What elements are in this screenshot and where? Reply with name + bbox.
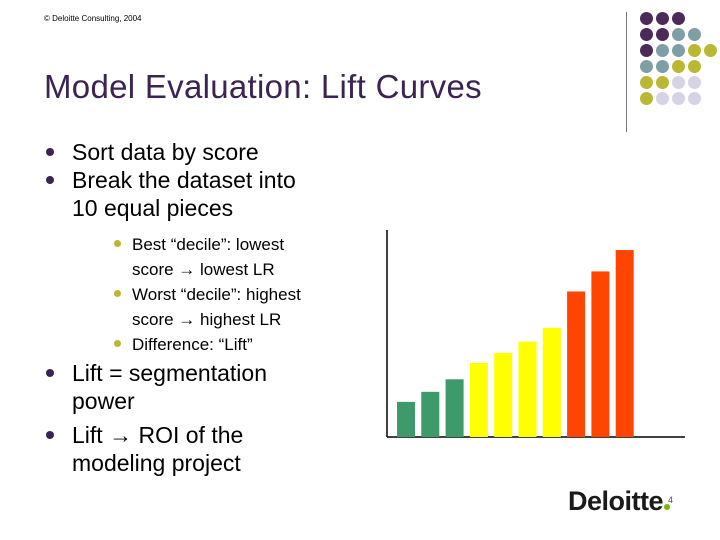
decorative-dot [672,12,685,25]
bullet-break-line1: Break the dataset into [72,167,296,193]
bullet-roi-line2: modeling project [72,450,241,476]
logo-text: Deloitte [568,486,664,516]
decorative-dot [656,12,669,25]
decorative-dot [640,92,653,105]
bullet-lift-roi: Lift → ROI of the modeling project [44,421,364,477]
decorative-dot [640,12,653,25]
subbullet-dot-icon [114,290,121,297]
decorative-dot [688,92,701,105]
deloitte-logo: Deloitte [568,486,671,517]
bullet-dot-icon [46,148,54,156]
decorative-dot [704,44,717,57]
bar-decile-10 [615,250,634,437]
decorative-dot [688,60,701,73]
slide-title: Model Evaluation: Lift Curves [44,68,482,105]
subbullet-best-line2: score → lowest LR [132,260,275,279]
bullet-dot-icon [46,176,54,184]
header-divider [626,12,627,132]
bar-decile-9 [591,271,610,437]
bar-decile-6 [518,341,537,437]
bullet-break: Break the dataset into 10 equal pieces [44,166,364,222]
decorative-dot [672,60,685,73]
bullet-lift-segmentation: Lift = segmentation power [44,359,364,415]
bar-decile-3 [445,379,464,437]
bar-decile-8 [567,291,586,437]
decorative-dot [672,92,685,105]
bar-decile-1 [397,401,415,437]
subbullet-difference-text: Difference: “Lift” [132,335,253,354]
bullet-sort-text: Sort data by score [72,139,259,165]
decorative-dot [656,44,669,57]
decorative-dot [688,28,701,41]
subbullet-worst-line1: Worst “decile”: highest [132,285,301,304]
bar-decile-5 [494,352,513,437]
decorative-dot [640,44,653,57]
bullet-roi-line1: Lift → ROI of the [72,422,244,448]
copyright-text: © Deloitte Consulting, 2004 [44,14,142,23]
subbullet-best-decile: Best “decile”: lowest score → lowest LR [44,232,364,282]
bullet-dot-icon [46,431,54,439]
decorative-dot [672,28,685,41]
bullet-sort: Sort data by score [44,138,364,166]
decorative-dot [656,60,669,73]
subbullet-worst-decile: Worst “decile”: highest score → highest … [44,282,364,332]
decorative-dot [656,76,669,89]
lift-bar-chart [386,230,685,438]
decorative-dot [640,76,653,89]
logo-green-dot-icon [664,504,671,510]
decorative-dot [672,44,685,57]
subbullet-worst-line2: score → highest LR [132,310,282,329]
bar-decile-7 [542,327,561,437]
decorative-dot [688,76,701,89]
subbullet-dot-icon [114,340,121,347]
bullet-lift-line1: Lift = segmentation [72,360,267,386]
decorative-dot [656,92,669,105]
subbullet-difference: Difference: “Lift” [44,332,364,357]
decorative-dot [640,60,653,73]
page-number: 4 [668,495,674,505]
decorative-dot [688,44,701,57]
subbullet-best-line1: Best “decile”: lowest [132,235,285,254]
decorative-dot [640,28,653,41]
decorative-dot [656,28,669,41]
bar-decile-2 [421,391,440,437]
chart-bars [397,250,634,437]
bar-decile-4 [469,362,488,437]
decorative-dot [672,76,685,89]
bullet-break-line2: 10 equal pieces [72,195,234,221]
bullet-lift-line2: power [72,388,135,414]
subbullet-dot-icon [114,240,121,247]
bullet-dot-icon [46,369,54,377]
bullet-list: Sort data by score Break the dataset int… [44,138,364,477]
